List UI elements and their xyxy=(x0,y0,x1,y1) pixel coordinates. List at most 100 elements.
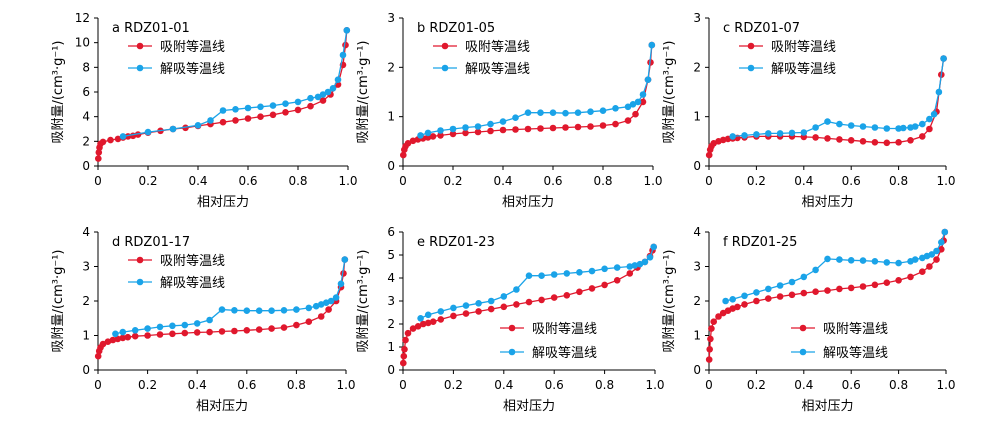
data-point xyxy=(588,267,596,275)
data-point xyxy=(788,129,796,137)
data-point xyxy=(919,133,926,140)
x-tick-label: 0 xyxy=(399,174,407,188)
data-point xyxy=(587,108,594,115)
data-point xyxy=(847,137,855,144)
data-point xyxy=(314,93,322,101)
data-point xyxy=(644,76,652,83)
y-tick-label: 4 xyxy=(82,225,90,239)
data-point xyxy=(601,265,608,273)
data-point xyxy=(650,243,657,251)
data-point xyxy=(329,85,337,92)
y-tick-label: 3 xyxy=(693,260,701,274)
data-point xyxy=(765,285,772,293)
data-point xyxy=(219,118,227,126)
data-point xyxy=(437,316,445,323)
data-point xyxy=(324,88,332,96)
data-point xyxy=(334,76,342,83)
data-point xyxy=(95,149,103,156)
data-point xyxy=(119,133,127,140)
data-point xyxy=(930,110,938,118)
legend-swatch-marker xyxy=(747,64,755,72)
data-point xyxy=(765,295,772,302)
y-axis-title: 吸附量/(cm³·g⁻¹) xyxy=(662,40,677,143)
data-point xyxy=(317,301,325,308)
x-tick-label: 0.4 xyxy=(794,174,813,188)
data-point xyxy=(847,122,855,129)
data-point xyxy=(753,297,760,305)
legend-swatch-marker xyxy=(799,324,807,332)
panel-title: c RDZ01-07 xyxy=(723,21,800,36)
y-tick-label: 4 xyxy=(82,110,90,124)
data-point xyxy=(437,132,444,139)
x-tick-label: 0.2 xyxy=(747,378,766,392)
legend-label: 吸附等温线 xyxy=(771,39,836,55)
data-point xyxy=(895,139,902,146)
y-tick-label: 3 xyxy=(82,260,90,274)
data-point xyxy=(836,285,843,293)
data-point xyxy=(550,271,558,278)
data-point xyxy=(705,151,713,159)
y-tick-label: 0 xyxy=(693,363,701,377)
data-point xyxy=(429,318,437,326)
data-point xyxy=(550,294,558,301)
data-point xyxy=(255,307,263,315)
data-point xyxy=(243,327,251,334)
data-point xyxy=(156,323,164,331)
x-tick-label: 0.4 xyxy=(794,378,813,392)
x-tick-label: 1.0 xyxy=(643,174,662,188)
data-point xyxy=(883,125,891,132)
data-point xyxy=(859,257,867,264)
x-tick-label: 0 xyxy=(94,378,102,392)
data-point xyxy=(824,287,831,294)
data-point xyxy=(538,296,545,304)
data-point xyxy=(193,320,201,327)
data-point xyxy=(562,124,569,131)
x-axis-title: 相对压力 xyxy=(197,195,249,210)
data-point xyxy=(131,327,139,334)
panel-title: b RDZ01-05 xyxy=(417,21,495,36)
data-point xyxy=(257,113,264,120)
panel-title: d RDZ01-17 xyxy=(112,235,190,250)
data-point xyxy=(788,278,796,286)
data-point xyxy=(871,124,879,131)
panel-5: 0 0.2 0.4 0.6 0.8 1.0 0 1 2 3 4 相对压力 吸附量/(cm³·g⁻¹) f … xyxy=(662,225,956,414)
legend-swatch-marker xyxy=(799,348,807,356)
panel-1: 0 0.2 0.4 0.6 0.8 1.0 0 1 2 3 相对压力 吸附量/(cm³·g⁻¹) b R… xyxy=(356,11,663,210)
data-point xyxy=(269,111,277,119)
data-point xyxy=(708,325,715,332)
data-point xyxy=(601,281,608,289)
x-tick-label: 0.2 xyxy=(747,174,766,188)
panel-3: 0 0.2 0.4 0.6 0.8 1.0 0 1 2 3 4 相对压力 吸附量/(cm³·g⁻¹) d … xyxy=(51,225,356,414)
data-point xyxy=(563,270,571,277)
data-point xyxy=(847,284,855,292)
data-point xyxy=(119,334,127,342)
data-point xyxy=(332,294,340,301)
data-point xyxy=(836,256,843,263)
data-point xyxy=(319,97,327,104)
data-point xyxy=(243,307,251,315)
data-point xyxy=(847,257,855,264)
data-point xyxy=(409,137,417,145)
x-tick-label: 0.8 xyxy=(593,174,612,188)
data-point xyxy=(193,329,201,336)
data-point xyxy=(524,125,532,133)
x-tick-label: 0.8 xyxy=(287,378,306,392)
x-axis-title: 相对压力 xyxy=(503,399,555,414)
data-point xyxy=(462,124,469,131)
y-tick-label: 12 xyxy=(75,11,90,25)
data-point xyxy=(524,109,532,116)
data-point xyxy=(639,91,647,98)
y-tick-label: 2 xyxy=(387,60,395,74)
data-point xyxy=(871,139,879,146)
data-point xyxy=(499,126,507,134)
data-point xyxy=(294,98,302,106)
data-point xyxy=(624,117,632,124)
data-point xyxy=(859,123,867,130)
data-point xyxy=(812,134,819,141)
data-point xyxy=(207,117,214,124)
y-tick-label: 1 xyxy=(82,329,90,343)
data-point xyxy=(940,55,947,62)
data-point xyxy=(417,315,424,322)
x-tick-label: 0.8 xyxy=(288,174,307,188)
